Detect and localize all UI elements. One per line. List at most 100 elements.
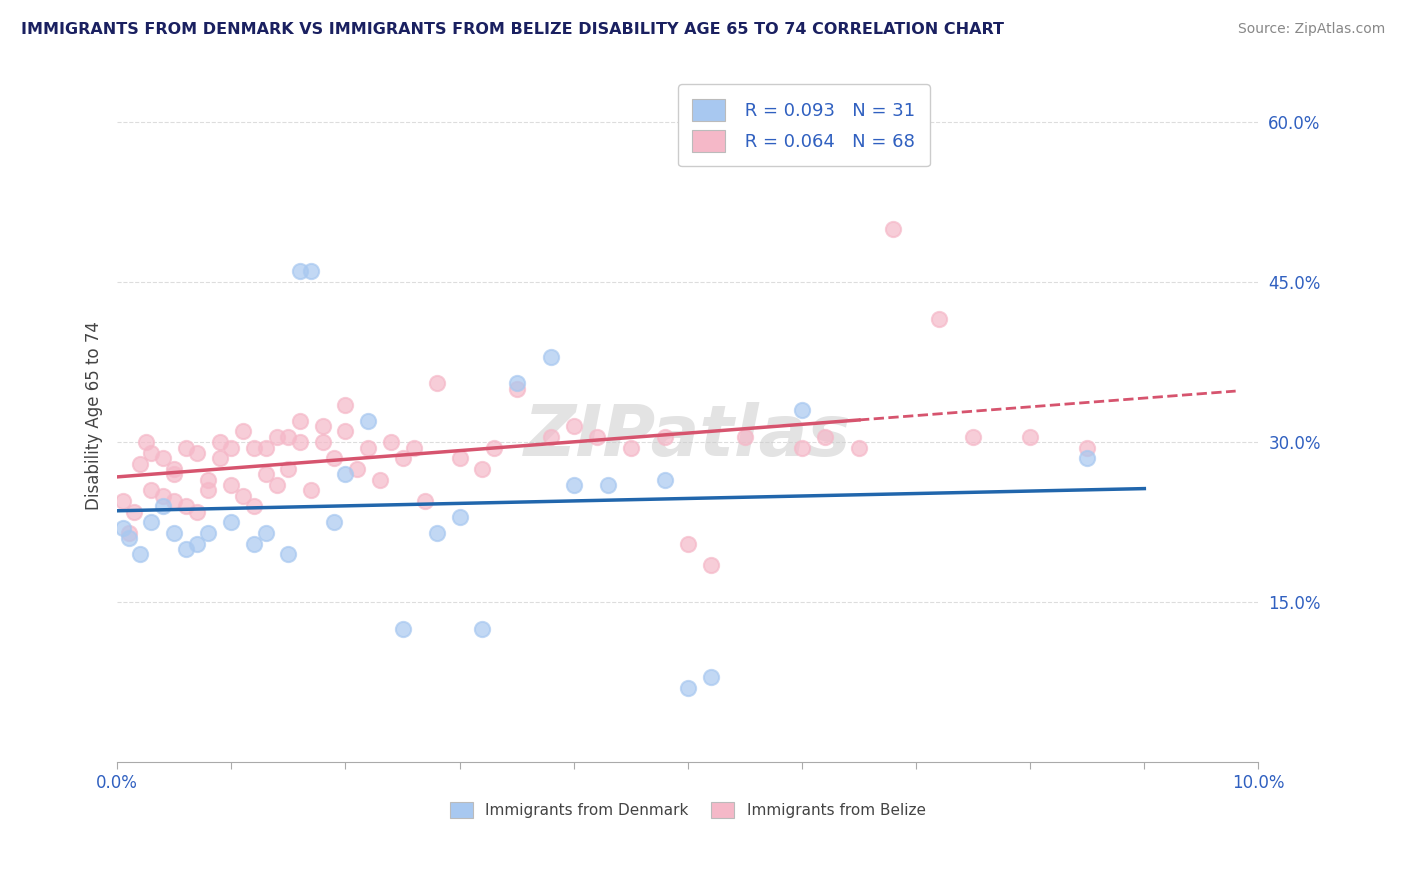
- Point: [346, 462, 368, 476]
- Point: [335, 425, 357, 439]
- Point: [1076, 441, 1098, 455]
- Point: [391, 451, 413, 466]
- Point: [368, 473, 391, 487]
- Point: [402, 441, 425, 455]
- Point: [323, 451, 346, 466]
- Point: [471, 462, 494, 476]
- Point: [163, 467, 186, 482]
- Point: [174, 500, 197, 514]
- Point: [471, 622, 494, 636]
- Point: [676, 536, 699, 550]
- Point: [1019, 430, 1042, 444]
- Point: [790, 403, 813, 417]
- Point: [243, 500, 266, 514]
- Point: [186, 536, 208, 550]
- Point: [814, 430, 837, 444]
- Point: [124, 504, 146, 518]
- Point: [505, 382, 527, 396]
- Point: [699, 558, 721, 572]
- Point: [254, 441, 277, 455]
- Point: [962, 430, 984, 444]
- Point: [380, 435, 402, 450]
- Point: [232, 489, 254, 503]
- Text: Source: ZipAtlas.com: Source: ZipAtlas.com: [1237, 22, 1385, 37]
- Point: [186, 504, 208, 518]
- Point: [277, 547, 299, 561]
- Point: [654, 473, 676, 487]
- Point: [152, 500, 174, 514]
- Point: [357, 441, 380, 455]
- Point: [482, 441, 505, 455]
- Point: [254, 467, 277, 482]
- Point: [734, 430, 756, 444]
- Point: [699, 670, 721, 684]
- Point: [391, 622, 413, 636]
- Point: [174, 541, 197, 556]
- Point: [676, 681, 699, 695]
- Point: [357, 414, 380, 428]
- Point: [117, 531, 139, 545]
- Point: [208, 435, 231, 450]
- Point: [266, 478, 288, 492]
- Point: [141, 446, 163, 460]
- Point: [596, 478, 619, 492]
- Point: [232, 425, 254, 439]
- Point: [562, 419, 585, 434]
- Point: [288, 414, 311, 428]
- Text: ZIPatlas: ZIPatlas: [524, 401, 852, 471]
- Point: [299, 483, 322, 498]
- Point: [243, 441, 266, 455]
- Point: [266, 430, 288, 444]
- Point: [197, 525, 219, 540]
- Point: [415, 494, 437, 508]
- Point: [163, 525, 186, 540]
- Point: [277, 430, 299, 444]
- Point: [426, 376, 449, 391]
- Point: [152, 451, 174, 466]
- Point: [163, 462, 186, 476]
- Point: [323, 515, 346, 529]
- Point: [129, 547, 152, 561]
- Y-axis label: Disability Age 65 to 74: Disability Age 65 to 74: [86, 321, 103, 510]
- Point: [111, 520, 134, 534]
- Point: [426, 525, 449, 540]
- Point: [129, 457, 152, 471]
- Point: [620, 441, 643, 455]
- Point: [111, 494, 134, 508]
- Point: [790, 441, 813, 455]
- Point: [562, 478, 585, 492]
- Point: [197, 483, 219, 498]
- Point: [288, 264, 311, 278]
- Legend: Immigrants from Denmark, Immigrants from Belize: Immigrants from Denmark, Immigrants from…: [444, 796, 932, 824]
- Point: [1076, 451, 1098, 466]
- Text: IMMIGRANTS FROM DENMARK VS IMMIGRANTS FROM BELIZE DISABILITY AGE 65 TO 74 CORREL: IMMIGRANTS FROM DENMARK VS IMMIGRANTS FR…: [21, 22, 1004, 37]
- Point: [311, 435, 333, 450]
- Point: [882, 221, 904, 235]
- Point: [163, 494, 186, 508]
- Point: [174, 441, 197, 455]
- Point: [152, 489, 174, 503]
- Point: [277, 462, 299, 476]
- Point: [505, 376, 527, 391]
- Point: [243, 536, 266, 550]
- Point: [197, 473, 219, 487]
- Point: [449, 509, 471, 524]
- Point: [654, 430, 676, 444]
- Point: [928, 312, 950, 326]
- Point: [208, 451, 231, 466]
- Point: [335, 467, 357, 482]
- Point: [311, 419, 333, 434]
- Point: [221, 441, 243, 455]
- Point: [335, 398, 357, 412]
- Point: [585, 430, 607, 444]
- Point: [141, 483, 163, 498]
- Point: [449, 451, 471, 466]
- Point: [540, 430, 562, 444]
- Point: [299, 264, 322, 278]
- Point: [254, 525, 277, 540]
- Point: [135, 435, 157, 450]
- Point: [221, 478, 243, 492]
- Point: [288, 435, 311, 450]
- Point: [540, 350, 562, 364]
- Point: [141, 515, 163, 529]
